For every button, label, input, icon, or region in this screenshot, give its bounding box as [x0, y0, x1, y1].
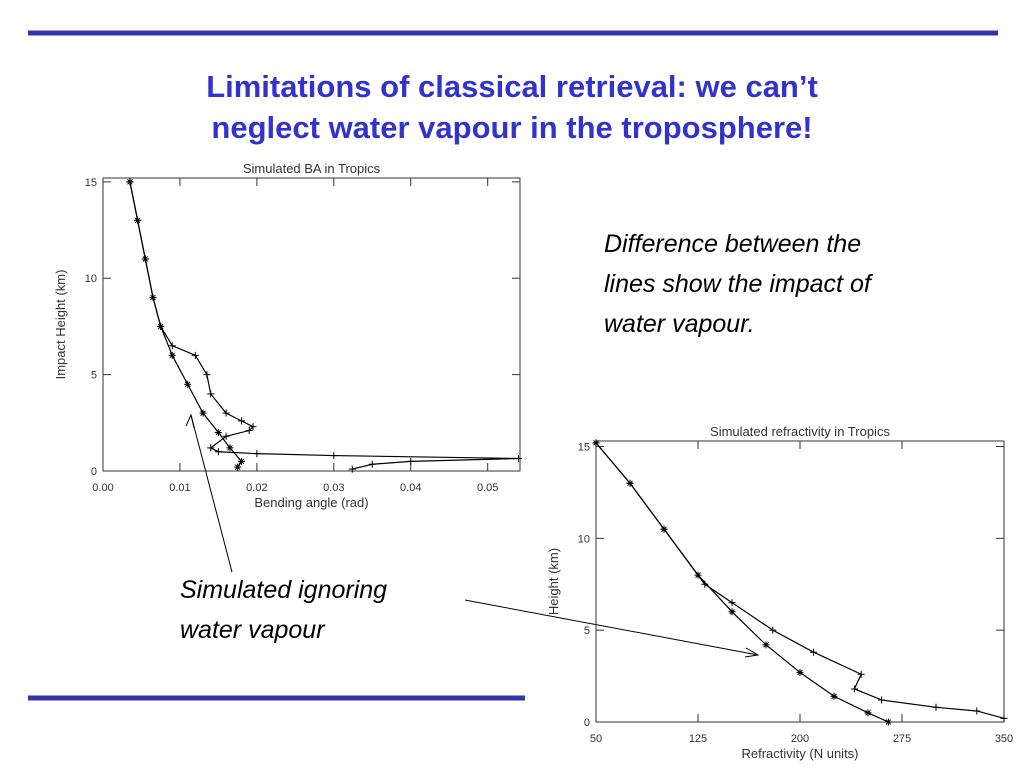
x-tick-label: 0.00	[92, 482, 113, 494]
x-tick-label: 275	[893, 733, 911, 745]
y-tick-label: 5	[91, 370, 97, 382]
marker	[368, 460, 376, 468]
marker	[184, 380, 192, 388]
marker	[222, 409, 230, 417]
marker	[214, 428, 222, 436]
marker	[330, 452, 338, 460]
y-tick-label: 0	[91, 466, 97, 478]
x-axis-label: Refractivity (N units)	[741, 746, 858, 761]
chart-title: Simulated refractivity in Tropics	[710, 424, 890, 439]
y-tick-label: 10	[578, 533, 590, 545]
series-line	[129, 181, 519, 470]
x-tick-label: 0.01	[169, 482, 190, 494]
marker	[157, 322, 165, 330]
x-tick-label: 50	[590, 733, 602, 745]
slide-title: neglect water vapour in the troposphere!	[211, 110, 812, 145]
marker	[701, 580, 709, 588]
note: lines show the impact of	[604, 270, 874, 298]
marker	[234, 463, 242, 471]
slide-title: Limitations of classical retrieval: we c…	[206, 69, 818, 104]
marker	[1000, 714, 1008, 722]
marker	[796, 668, 804, 676]
marker	[973, 707, 981, 715]
plot-frame	[595, 440, 1005, 723]
marker	[245, 427, 253, 435]
callout: water vapour	[180, 616, 326, 644]
marker	[226, 444, 234, 452]
series-line	[595, 442, 889, 723]
marker	[348, 465, 356, 473]
series-line	[129, 181, 243, 468]
marker	[626, 479, 634, 487]
marker	[728, 608, 736, 616]
note: water vapour.	[604, 310, 755, 338]
callout: Simulated ignoring	[180, 576, 387, 604]
marker	[592, 439, 600, 447]
series-line	[595, 442, 1005, 719]
marker	[214, 448, 222, 456]
marker	[141, 255, 149, 263]
marker	[237, 417, 245, 425]
marker	[203, 371, 211, 379]
marker	[249, 423, 257, 431]
marker	[168, 351, 176, 359]
marker	[222, 432, 230, 440]
marker	[864, 709, 872, 717]
x-tick-label: 0.03	[323, 482, 344, 494]
x-tick-label: 0.02	[246, 482, 267, 494]
note: Difference between the	[604, 230, 861, 258]
marker	[134, 216, 142, 224]
y-tick-label: 5	[584, 625, 590, 637]
marker	[207, 444, 215, 452]
marker	[850, 685, 858, 693]
marker	[207, 390, 215, 398]
y-tick-label: 15	[85, 177, 97, 189]
x-axis-label: Bending angle (rad)	[254, 495, 368, 510]
plot-frame	[102, 177, 521, 472]
marker	[253, 450, 261, 458]
marker	[932, 703, 940, 711]
y-tick-label: 15	[578, 442, 590, 454]
y-tick-label: 10	[85, 273, 97, 285]
marker	[237, 457, 245, 465]
marker	[191, 351, 199, 359]
marker	[407, 457, 415, 465]
marker	[660, 525, 668, 533]
x-tick-label: 0.04	[400, 482, 421, 494]
marker	[769, 626, 777, 634]
marker	[149, 294, 157, 302]
marker	[199, 409, 207, 417]
chart-title: Simulated BA in Tropics	[243, 161, 381, 176]
marker	[126, 178, 134, 186]
y-tick-label: 0	[584, 717, 590, 729]
y-axis-label: Height (km)	[546, 548, 561, 615]
marker	[514, 454, 522, 462]
marker	[762, 641, 770, 649]
arrows	[185, 413, 760, 658]
x-tick-label: 200	[791, 733, 809, 745]
marker	[878, 696, 886, 704]
y-axis-label: Impact Height (km)	[53, 270, 68, 380]
marker	[884, 718, 892, 726]
marker	[857, 670, 865, 678]
marker	[728, 599, 736, 607]
x-tick-label: 125	[689, 733, 707, 745]
marker	[810, 648, 818, 656]
x-tick-label: 350	[995, 733, 1013, 745]
marker	[168, 342, 176, 350]
x-tick-label: 0.05	[477, 482, 498, 494]
marker	[830, 692, 838, 700]
